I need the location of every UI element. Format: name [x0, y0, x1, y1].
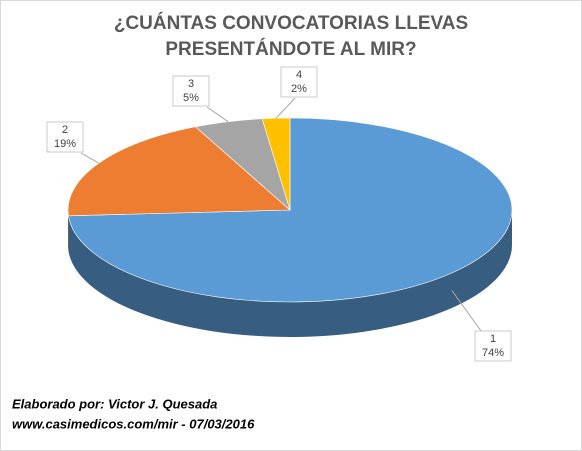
data-label: 19%	[54, 138, 76, 150]
label-box	[46, 121, 84, 153]
label-box	[474, 330, 512, 362]
category-label: 4	[296, 69, 302, 81]
leader-line	[275, 97, 296, 119]
data-label: 74%	[482, 347, 504, 359]
leader-line	[206, 106, 229, 123]
chart-title: ¿CUÁNTAS CONVOCATORIAS LLEVAS	[114, 12, 468, 34]
chart-title: PRESENTÁNDOTE AL MIR?	[165, 38, 416, 60]
category-label: 2	[62, 124, 68, 136]
annotation: Elaborado por: Victor J. Quesada	[12, 396, 217, 411]
category-label: 3	[188, 78, 194, 90]
category-label: 1	[490, 333, 496, 345]
label-box	[280, 66, 318, 98]
data-label: 5%	[183, 92, 199, 104]
leader-line	[80, 152, 100, 164]
data-label: 2%	[291, 83, 307, 95]
slice-side	[68, 210, 513, 338]
label-box	[172, 75, 210, 107]
annotation: www.casimedicos.com/mir - 07/03/2016	[12, 416, 255, 431]
